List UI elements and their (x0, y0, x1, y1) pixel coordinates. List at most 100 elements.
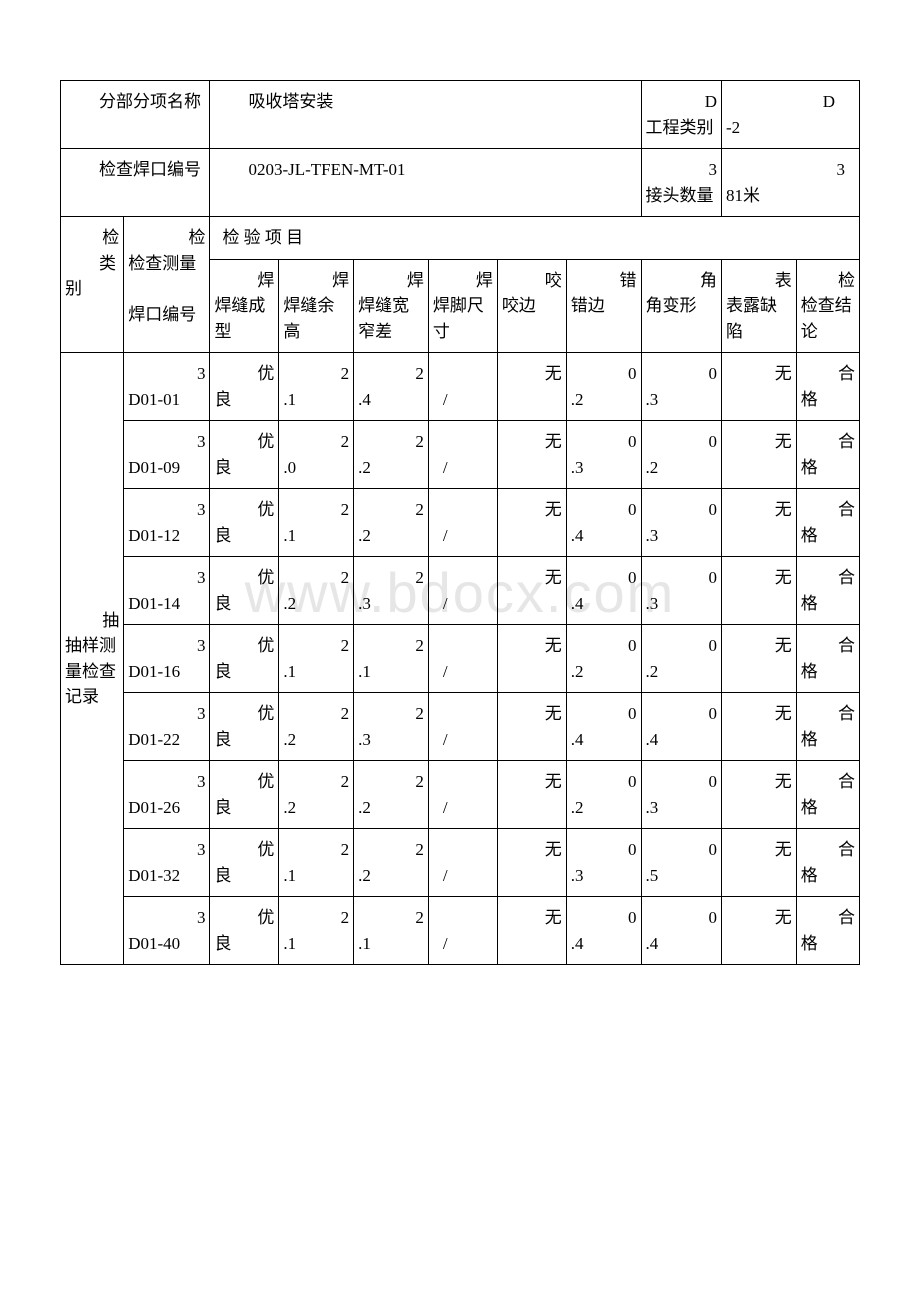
weld-no-value: 0203-JL-TFEN-MT-01 (210, 149, 641, 217)
def-cell: 无 (722, 353, 797, 421)
weld-id-cell: 3D01-26 (124, 761, 210, 829)
wd-cell: 2.3 (354, 557, 429, 625)
rh-cell: 2.2 (279, 761, 354, 829)
ang-cell: 0.3 (641, 761, 721, 829)
group-label-cell: 抽抽样测量检查记录 (61, 353, 124, 965)
rh-cell: 2.1 (279, 489, 354, 557)
wd-cell: 2.1 (354, 625, 429, 693)
leg-cell: / (428, 557, 497, 625)
leg-cell: / (428, 625, 497, 693)
col-c6: 错错边 (566, 259, 641, 353)
mis-cell: 0.3 (566, 829, 641, 897)
col-c3: 焊焊缝宽窄差 (354, 259, 429, 353)
rh-cell: 2.1 (279, 625, 354, 693)
col-inspect-items: 检 验 项 目 (210, 217, 860, 260)
col-c7: 角角变形 (641, 259, 721, 353)
wd-cell: 2.2 (354, 421, 429, 489)
res-cell: 合格 (796, 761, 859, 829)
col-c1: 焊焊缝成型 (210, 259, 279, 353)
section-name-value: 吸收塔安装 (210, 81, 641, 149)
mis-cell: 0.4 (566, 897, 641, 965)
mis-cell: 0.2 (566, 353, 641, 421)
mis-cell: 0.2 (566, 761, 641, 829)
def-cell: 无 (722, 625, 797, 693)
res-cell: 合格 (796, 897, 859, 965)
res-cell: 合格 (796, 353, 859, 421)
weld-no-label: 检查焊口编号 (61, 149, 210, 217)
form-cell: 优良 (210, 625, 279, 693)
bite-cell: 无 (497, 625, 566, 693)
ang-cell: 0.4 (641, 897, 721, 965)
form-cell: 优良 (210, 761, 279, 829)
leg-cell: / (428, 829, 497, 897)
table-row: 3D01-12优良2.12.2/无0.40.3无合格 (61, 489, 860, 557)
proj-class-value: D -2 (722, 81, 860, 149)
weld-id-cell: 3D01-40 (124, 897, 210, 965)
weld-id-cell: 3D01-01 (124, 353, 210, 421)
leg-cell: / (428, 353, 497, 421)
mis-cell: 0.2 (566, 625, 641, 693)
ang-cell: 0.3 (641, 353, 721, 421)
wd-cell: 2.2 (354, 489, 429, 557)
form-cell: 优良 (210, 557, 279, 625)
weld-id-cell: 3D01-12 (124, 489, 210, 557)
section-name-label: 分部分项名称 (61, 81, 210, 149)
leg-cell: / (428, 693, 497, 761)
weld-id-cell: 3D01-16 (124, 625, 210, 693)
ang-cell: 0.2 (641, 625, 721, 693)
proj-class-label: D 工程类别 (641, 81, 721, 149)
def-cell: 无 (722, 557, 797, 625)
col-header-row-1: 检 类别 检 检查测量 焊口编号 检 验 项 目 (61, 217, 860, 260)
mis-cell: 0.4 (566, 557, 641, 625)
bite-cell: 无 (497, 897, 566, 965)
table-row: 3D01-16优良2.12.1/无0.20.2无合格 (61, 625, 860, 693)
form-cell: 优良 (210, 897, 279, 965)
joint-qty-label: 3 接头数量 (641, 149, 721, 217)
rh-cell: 2.2 (279, 693, 354, 761)
def-cell: 无 (722, 761, 797, 829)
wd-cell: 2.2 (354, 829, 429, 897)
table-row: 3D01-09优良2.02.2/无0.30.2无合格 (61, 421, 860, 489)
table-row: 3D01-40优良2.12.1/无0.40.4无合格 (61, 897, 860, 965)
wd-cell: 2.4 (354, 353, 429, 421)
table-row: 3D01-26优良2.22.2/无0.20.3无合格 (61, 761, 860, 829)
def-cell: 无 (722, 897, 797, 965)
def-cell: 无 (722, 489, 797, 557)
ang-cell: 0.2 (641, 421, 721, 489)
leg-cell: / (428, 489, 497, 557)
col-measure: 检 检查测量 焊口编号 (124, 217, 210, 353)
rh-cell: 2.0 (279, 421, 354, 489)
ang-cell: 0.5 (641, 829, 721, 897)
rh-cell: 2.1 (279, 897, 354, 965)
ang-cell: 0.3 (641, 489, 721, 557)
bite-cell: 无 (497, 761, 566, 829)
header-row-2: 检查焊口编号 0203-JL-TFEN-MT-01 3 接头数量 3 81米 (61, 149, 860, 217)
form-cell: 优良 (210, 353, 279, 421)
wd-cell: 2.3 (354, 693, 429, 761)
col-c8: 表表露缺陷 (722, 259, 797, 353)
header-row-1: 分部分项名称 吸收塔安装 D 工程类别 D -2 (61, 81, 860, 149)
wd-cell: 2.2 (354, 761, 429, 829)
col-group: 检 类别 (61, 217, 124, 353)
ang-cell: 0.3 (641, 557, 721, 625)
def-cell: 无 (722, 421, 797, 489)
rh-cell: 2.1 (279, 829, 354, 897)
weld-id-cell: 3D01-14 (124, 557, 210, 625)
table-row: 3D01-32优良2.12.2/无0.30.5无合格 (61, 829, 860, 897)
col-c9: 检检查结论 (796, 259, 859, 353)
bite-cell: 无 (497, 353, 566, 421)
bite-cell: 无 (497, 829, 566, 897)
res-cell: 合格 (796, 829, 859, 897)
mis-cell: 0.3 (566, 421, 641, 489)
weld-id-cell: 3D01-22 (124, 693, 210, 761)
col-c4: 焊焊脚尺寸 (428, 259, 497, 353)
def-cell: 无 (722, 693, 797, 761)
weld-id-cell: 3D01-09 (124, 421, 210, 489)
form-cell: 优良 (210, 421, 279, 489)
leg-cell: / (428, 421, 497, 489)
res-cell: 合格 (796, 693, 859, 761)
rh-cell: 2.2 (279, 557, 354, 625)
weld-id-cell: 3D01-32 (124, 829, 210, 897)
leg-cell: / (428, 897, 497, 965)
form-cell: 优良 (210, 489, 279, 557)
